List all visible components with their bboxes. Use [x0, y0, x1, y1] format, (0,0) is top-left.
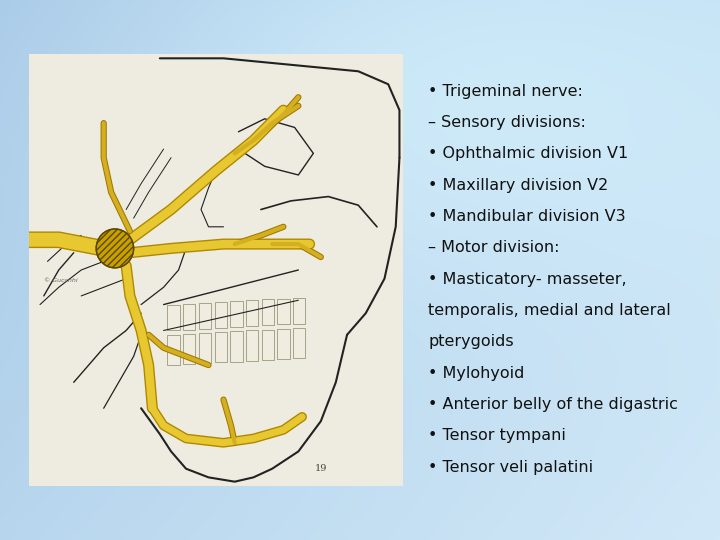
Bar	[215, 332, 227, 362]
Text: – Sensory divisions:: – Sensory divisions:	[428, 115, 586, 130]
Bar	[246, 330, 258, 361]
FancyBboxPatch shape	[29, 54, 403, 486]
Text: temporalis, medial and lateral: temporalis, medial and lateral	[428, 303, 671, 318]
Bar	[167, 335, 180, 365]
Text: • Mandibular division V3: • Mandibular division V3	[428, 209, 626, 224]
Text: • Maxillary division V2: • Maxillary division V2	[428, 178, 608, 193]
Bar	[246, 300, 258, 326]
Text: © Gucchhi: © Gucchhi	[44, 278, 78, 283]
Bar	[215, 302, 227, 328]
Text: – Motor division:: – Motor division:	[428, 240, 560, 255]
Text: • Tensor tympani: • Tensor tympani	[428, 428, 566, 443]
Text: 19: 19	[315, 464, 327, 473]
Bar	[293, 328, 305, 358]
Bar	[199, 303, 211, 329]
Bar	[277, 299, 289, 325]
Text: • Trigeminal nerve:: • Trigeminal nerve:	[428, 84, 583, 99]
Bar	[230, 332, 243, 362]
Bar	[230, 301, 243, 327]
Bar	[199, 333, 211, 363]
Bar	[167, 305, 180, 330]
Bar	[183, 303, 195, 329]
Text: • Mylohyoid: • Mylohyoid	[428, 366, 525, 381]
Bar	[261, 299, 274, 325]
Bar	[277, 329, 289, 359]
Bar	[261, 329, 274, 360]
Text: • Tensor veli palatini: • Tensor veli palatini	[428, 460, 593, 475]
Bar	[293, 298, 305, 323]
Ellipse shape	[96, 229, 134, 268]
Bar	[183, 334, 195, 364]
Text: • Ophthalmic division V1: • Ophthalmic division V1	[428, 146, 629, 161]
Text: • Anterior belly of the digastric: • Anterior belly of the digastric	[428, 397, 678, 412]
Text: pterygoids: pterygoids	[428, 334, 514, 349]
Text: • Masticatory- masseter,: • Masticatory- masseter,	[428, 272, 627, 287]
